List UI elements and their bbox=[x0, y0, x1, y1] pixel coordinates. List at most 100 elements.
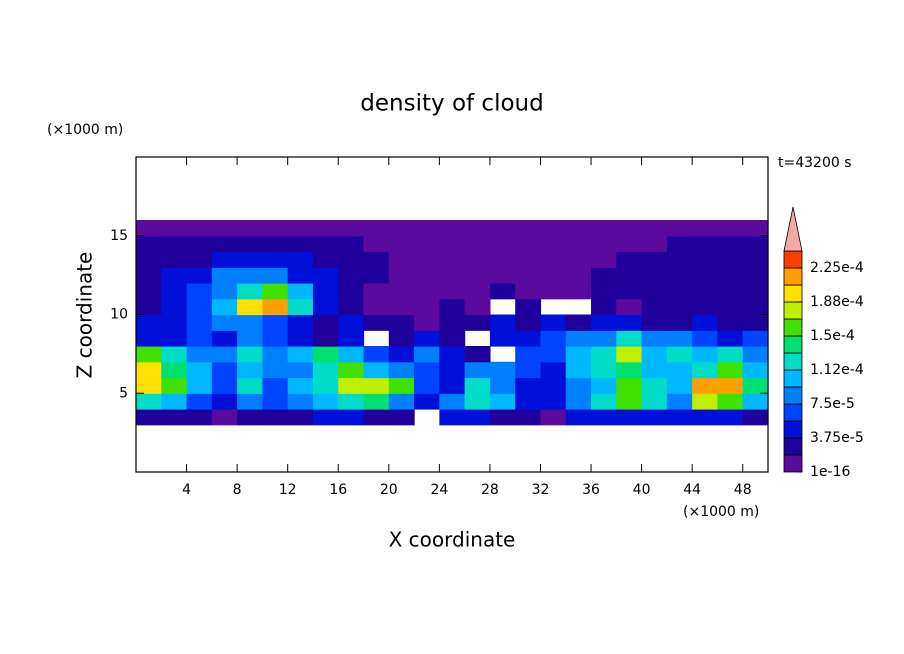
contour-cell bbox=[211, 298, 238, 316]
contour-cell bbox=[666, 283, 693, 300]
contour-cell bbox=[287, 298, 314, 316]
contour-cell bbox=[489, 409, 516, 426]
x-unit: (×1000 m) bbox=[683, 504, 759, 520]
contour-cell bbox=[363, 235, 390, 253]
contour-cell bbox=[287, 220, 314, 237]
contour-cell bbox=[692, 314, 719, 331]
contour-cell bbox=[439, 220, 466, 237]
contour-cell bbox=[161, 267, 188, 284]
contour-cell bbox=[287, 251, 314, 268]
contour-cell bbox=[388, 346, 415, 363]
contour-cell bbox=[211, 220, 238, 237]
contour-cell bbox=[641, 346, 668, 363]
contour-cell bbox=[388, 235, 415, 253]
contour-cell bbox=[338, 361, 365, 379]
contour-cell bbox=[262, 220, 289, 237]
contour-cell bbox=[641, 330, 668, 347]
contour-cell bbox=[338, 267, 365, 284]
contour-cell bbox=[439, 298, 466, 316]
contour-cell bbox=[641, 314, 668, 331]
contour-cell bbox=[616, 330, 643, 347]
contour-cell bbox=[515, 283, 542, 300]
contour-cell bbox=[237, 361, 263, 379]
contour-cell bbox=[161, 346, 188, 363]
contour-cell bbox=[161, 393, 188, 410]
contour-cell bbox=[565, 361, 592, 379]
contour-cell bbox=[717, 235, 744, 253]
contour-cell bbox=[717, 361, 744, 379]
contour-cell bbox=[666, 330, 693, 347]
contour-cell bbox=[591, 298, 617, 316]
colorbar-band bbox=[783, 403, 803, 422]
colorbar-band bbox=[783, 284, 803, 303]
contour-cell bbox=[489, 330, 516, 347]
x-tick-label: 12 bbox=[279, 482, 297, 498]
contour-cell bbox=[489, 283, 516, 300]
contour-cell bbox=[388, 283, 415, 300]
contour-cell bbox=[414, 361, 440, 379]
contour-cell bbox=[237, 251, 263, 268]
x-tick-label: 40 bbox=[633, 482, 651, 498]
contour-cell bbox=[666, 393, 693, 410]
x-tick-label: 28 bbox=[481, 482, 499, 498]
contour-cell bbox=[489, 377, 516, 394]
contour-cell bbox=[262, 361, 289, 379]
contour-cell bbox=[136, 409, 162, 426]
contour-cell bbox=[186, 298, 213, 316]
contour-cell bbox=[312, 298, 339, 316]
contour-cell bbox=[136, 393, 162, 410]
contour-cell bbox=[262, 283, 289, 300]
colorbar-band bbox=[783, 250, 803, 269]
contour-cell bbox=[515, 267, 542, 284]
contour-cell bbox=[464, 361, 491, 379]
colorbar-band bbox=[783, 420, 803, 439]
contour-cell bbox=[136, 314, 162, 331]
contour-cell bbox=[414, 346, 440, 363]
contour-cell bbox=[742, 298, 769, 316]
x-tick-label: 36 bbox=[582, 482, 600, 498]
contour-cell bbox=[591, 235, 617, 253]
contour-cell bbox=[237, 409, 263, 426]
contour-cell bbox=[211, 409, 238, 426]
contour-cell bbox=[515, 393, 542, 410]
contour-cell bbox=[312, 314, 339, 331]
contour-cell bbox=[136, 346, 162, 363]
contour-cell bbox=[414, 251, 440, 268]
contour-cell bbox=[515, 314, 542, 331]
contour-cell bbox=[237, 267, 263, 284]
contour-cell bbox=[287, 330, 314, 347]
contour-cell bbox=[641, 377, 668, 394]
annotation: t=43200 s bbox=[778, 155, 852, 171]
contour-cell bbox=[692, 298, 719, 316]
contour-cell bbox=[616, 346, 643, 363]
contour-cell bbox=[287, 346, 314, 363]
contour-cell bbox=[565, 251, 592, 268]
contour-cell bbox=[186, 251, 213, 268]
colorbar-band bbox=[783, 335, 803, 354]
contour-cell bbox=[312, 330, 339, 347]
contour-cell bbox=[464, 314, 491, 331]
contour-cell bbox=[363, 251, 390, 268]
contour-cell bbox=[237, 314, 263, 331]
contour-cell bbox=[591, 409, 617, 426]
y-axis-label: Z coordinate bbox=[73, 252, 97, 379]
contour-cell bbox=[540, 235, 567, 253]
contour-cell bbox=[439, 314, 466, 331]
contour-cell bbox=[489, 361, 516, 379]
colorbar-band bbox=[783, 386, 803, 405]
x-tick-label: 48 bbox=[734, 482, 752, 498]
contour-cell bbox=[161, 283, 188, 300]
contour-cell bbox=[464, 298, 491, 316]
contour-cell bbox=[338, 330, 365, 347]
contour-cell bbox=[565, 393, 592, 410]
contour-cell bbox=[338, 251, 365, 268]
contour-cell bbox=[616, 409, 643, 426]
contour-cell bbox=[312, 409, 339, 426]
contour-cell bbox=[717, 267, 744, 284]
contour-cell bbox=[136, 251, 162, 268]
contour-cell bbox=[464, 377, 491, 394]
contour-cell bbox=[287, 393, 314, 410]
colorbar-tick-label: 1e-16 bbox=[810, 464, 850, 480]
contour-cell bbox=[439, 235, 466, 253]
contour-cell bbox=[262, 409, 289, 426]
